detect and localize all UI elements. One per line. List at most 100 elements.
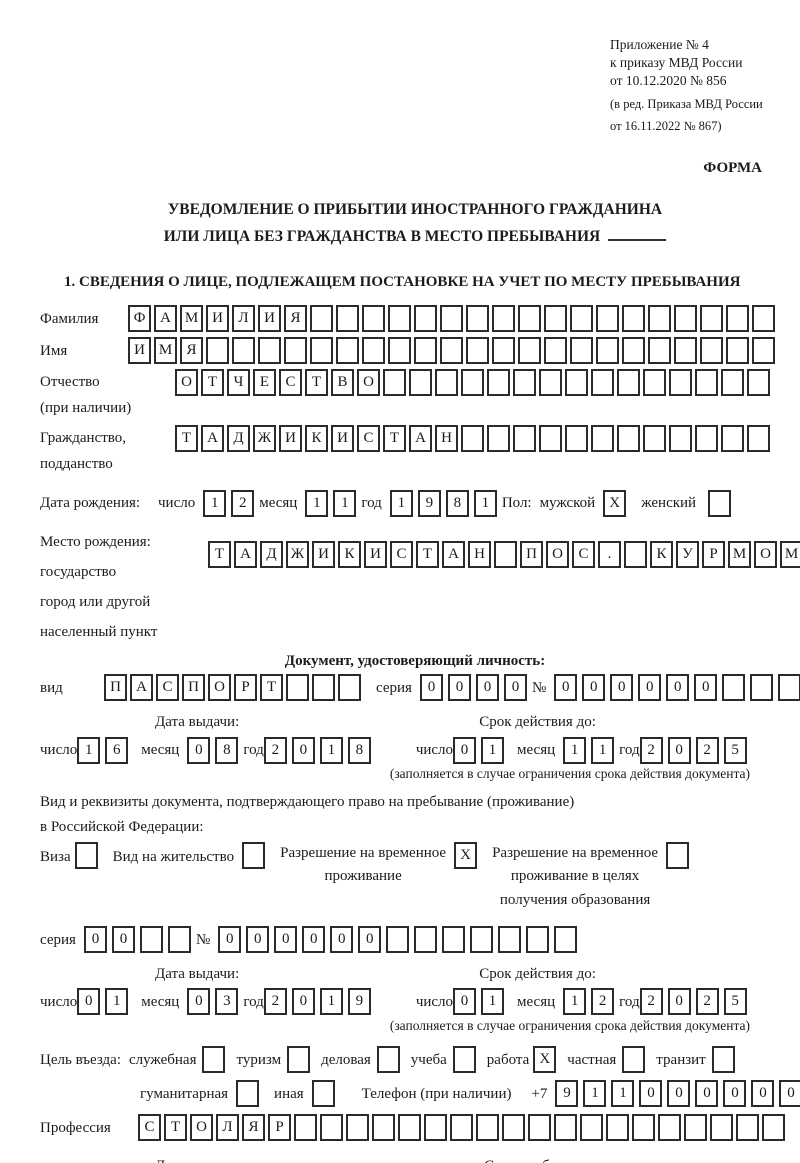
residence-permit-checkbox[interactable] bbox=[242, 842, 268, 870]
char-box[interactable]: 0 bbox=[77, 988, 101, 1016]
visa-checkbox[interactable] bbox=[74, 842, 101, 870]
char-box[interactable]: 2 bbox=[695, 988, 719, 1016]
char-box[interactable]: 0 bbox=[453, 988, 477, 1016]
char-box[interactable]: 0 bbox=[667, 988, 691, 1016]
char-box[interactable]: Я bbox=[284, 305, 307, 333]
char-box[interactable]: Н bbox=[435, 425, 458, 453]
char-box[interactable]: А bbox=[234, 541, 257, 569]
char-box[interactable]: М bbox=[728, 541, 751, 569]
char-box[interactable]: 0 bbox=[330, 925, 354, 953]
char-box[interactable] bbox=[206, 337, 229, 365]
char-box[interactable]: 9 bbox=[555, 1080, 579, 1108]
char-box[interactable]: 1 bbox=[77, 736, 101, 764]
char-box[interactable]: 1 bbox=[319, 736, 343, 764]
humanitarian-checkbox[interactable] bbox=[236, 1079, 262, 1107]
char-box[interactable]: 2 bbox=[639, 988, 663, 1016]
char-box[interactable] bbox=[414, 925, 438, 953]
char-box[interactable] bbox=[736, 1113, 759, 1141]
char-box[interactable] bbox=[591, 425, 614, 453]
char-box[interactable] bbox=[409, 369, 432, 397]
char-box[interactable] bbox=[440, 305, 463, 333]
char-box[interactable] bbox=[622, 1045, 646, 1073]
char-box[interactable] bbox=[708, 489, 732, 517]
char-box[interactable] bbox=[596, 337, 619, 365]
char-box[interactable] bbox=[539, 425, 562, 453]
char-box[interactable] bbox=[492, 337, 515, 365]
char-box[interactable]: 1 bbox=[563, 988, 587, 1016]
char-box[interactable]: Ж bbox=[253, 425, 276, 453]
char-box[interactable]: 5 bbox=[723, 988, 747, 1016]
char-box[interactable] bbox=[648, 305, 671, 333]
char-box[interactable] bbox=[286, 674, 309, 702]
char-box[interactable]: К bbox=[650, 541, 673, 569]
char-box[interactable]: 1 bbox=[563, 736, 587, 764]
char-box[interactable]: 0 bbox=[723, 1080, 747, 1108]
char-box[interactable] bbox=[492, 305, 515, 333]
char-box[interactable]: С bbox=[156, 674, 179, 702]
char-box[interactable] bbox=[700, 337, 723, 365]
char-box[interactable]: 0 bbox=[554, 674, 578, 702]
char-box[interactable] bbox=[232, 337, 255, 365]
char-box[interactable] bbox=[139, 925, 163, 953]
char-box[interactable] bbox=[710, 1113, 733, 1141]
char-box[interactable]: А bbox=[442, 541, 465, 569]
char-box[interactable] bbox=[320, 1113, 343, 1141]
char-box[interactable] bbox=[666, 842, 690, 870]
char-box[interactable] bbox=[570, 305, 593, 333]
char-box[interactable] bbox=[294, 1113, 317, 1141]
char-box[interactable] bbox=[310, 305, 333, 333]
char-box[interactable]: Е bbox=[253, 369, 276, 397]
char-box[interactable]: И bbox=[258, 305, 281, 333]
char-box[interactable] bbox=[383, 369, 406, 397]
char-box[interactable] bbox=[565, 425, 588, 453]
char-box[interactable] bbox=[414, 305, 437, 333]
char-box[interactable] bbox=[461, 425, 484, 453]
char-box[interactable]: 0 bbox=[610, 674, 634, 702]
char-box[interactable]: И bbox=[364, 541, 387, 569]
char-box[interactable]: С bbox=[357, 425, 380, 453]
char-box[interactable] bbox=[622, 305, 645, 333]
char-box[interactable] bbox=[632, 1113, 655, 1141]
char-box[interactable]: 0 bbox=[779, 1080, 800, 1108]
char-box[interactable]: 0 bbox=[666, 674, 690, 702]
char-box[interactable] bbox=[570, 337, 593, 365]
char-box[interactable]: Н bbox=[468, 541, 491, 569]
char-box[interactable] bbox=[284, 337, 307, 365]
char-box[interactable] bbox=[476, 1113, 499, 1141]
char-box[interactable]: М bbox=[154, 337, 177, 365]
char-box[interactable] bbox=[202, 1045, 226, 1073]
char-box[interactable]: П bbox=[182, 674, 205, 702]
char-box[interactable]: П bbox=[104, 674, 127, 702]
char-box[interactable]: Л bbox=[216, 1113, 239, 1141]
char-box[interactable]: 2 bbox=[695, 736, 719, 764]
char-box[interactable] bbox=[388, 337, 411, 365]
male-checkbox[interactable]: X bbox=[603, 489, 629, 517]
char-box[interactable]: У bbox=[676, 541, 699, 569]
char-box[interactable]: И bbox=[331, 425, 354, 453]
char-box[interactable] bbox=[74, 842, 98, 870]
char-box[interactable] bbox=[658, 1113, 681, 1141]
char-box[interactable] bbox=[622, 337, 645, 365]
char-box[interactable]: Ж bbox=[286, 541, 309, 569]
char-box[interactable] bbox=[435, 369, 458, 397]
char-box[interactable]: 0 bbox=[638, 674, 662, 702]
char-box[interactable]: X bbox=[603, 489, 627, 517]
char-box[interactable] bbox=[513, 369, 536, 397]
char-box[interactable]: Т bbox=[383, 425, 406, 453]
temp-residence-edu-checkbox[interactable] bbox=[666, 842, 692, 870]
female-checkbox[interactable] bbox=[708, 489, 734, 517]
char-box[interactable] bbox=[684, 1113, 707, 1141]
char-box[interactable]: Т bbox=[201, 369, 224, 397]
char-box[interactable]: 0 bbox=[694, 674, 718, 702]
char-box[interactable] bbox=[617, 425, 640, 453]
char-box[interactable] bbox=[721, 425, 744, 453]
